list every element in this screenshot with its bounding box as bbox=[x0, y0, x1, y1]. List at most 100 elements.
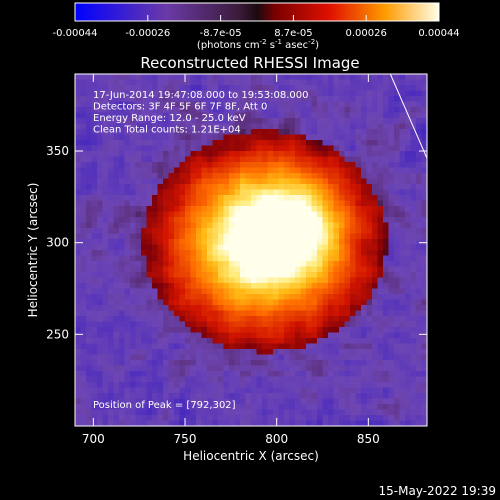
heatmap-cell bbox=[344, 173, 351, 179]
heatmap-cell bbox=[394, 211, 400, 218]
heatmap-cell bbox=[86, 162, 92, 168]
heatmap-cell bbox=[218, 338, 224, 344]
heatmap-cell bbox=[366, 178, 373, 185]
heatmap-cell bbox=[328, 156, 334, 163]
heatmap-cell bbox=[102, 79, 109, 86]
heatmap-cell bbox=[108, 178, 114, 185]
heatmap-cell bbox=[185, 266, 191, 273]
heatmap-cell bbox=[377, 299, 384, 306]
heatmap-cell bbox=[245, 316, 252, 322]
heatmap-cell bbox=[201, 129, 208, 135]
heatmap-cell bbox=[135, 349, 142, 355]
heatmap-cell bbox=[361, 129, 367, 135]
heatmap-cell bbox=[300, 112, 307, 119]
heatmap-cell bbox=[361, 321, 367, 328]
heatmap-cell bbox=[289, 387, 296, 394]
heatmap-cell bbox=[383, 250, 389, 256]
heatmap-cell bbox=[410, 178, 417, 185]
heatmap-cell bbox=[146, 112, 153, 119]
heatmap-cell bbox=[344, 250, 351, 256]
heatmap-cell bbox=[416, 162, 422, 168]
heatmap-cell bbox=[75, 107, 81, 113]
heatmap-cell bbox=[135, 338, 142, 344]
heatmap-cell bbox=[135, 90, 142, 97]
heatmap-cell bbox=[339, 211, 345, 218]
heatmap-cell bbox=[130, 255, 136, 262]
heatmap-cell bbox=[350, 272, 356, 278]
heatmap-cell bbox=[113, 123, 120, 130]
heatmap-cell bbox=[284, 74, 290, 80]
heatmap-cell bbox=[284, 184, 290, 190]
heatmap-cell bbox=[190, 156, 197, 163]
heatmap-cell bbox=[322, 85, 329, 91]
heatmap-cell bbox=[262, 343, 268, 350]
heatmap-cell bbox=[267, 211, 274, 218]
heatmap-cell bbox=[295, 283, 301, 289]
heatmap-cell bbox=[295, 305, 301, 311]
heatmap-cell bbox=[168, 129, 175, 135]
heatmap-cell bbox=[201, 332, 208, 339]
heatmap-cell bbox=[80, 79, 87, 86]
heatmap-cell bbox=[80, 338, 87, 344]
heatmap-cell bbox=[328, 250, 334, 256]
heatmap-cell bbox=[135, 118, 142, 124]
heatmap-cell bbox=[190, 189, 197, 196]
heatmap-cell bbox=[124, 162, 131, 168]
heatmap-cell bbox=[75, 332, 81, 339]
heatmap-cell bbox=[141, 178, 147, 185]
heatmap-cell bbox=[273, 398, 279, 405]
heatmap-cell bbox=[119, 107, 125, 113]
heatmap-cell bbox=[421, 129, 427, 135]
heatmap-cell bbox=[157, 118, 164, 124]
heatmap-cell bbox=[278, 360, 285, 366]
heatmap-cell bbox=[75, 228, 81, 234]
heatmap-cell bbox=[394, 206, 400, 212]
heatmap-cell bbox=[383, 101, 389, 108]
heatmap-cell bbox=[355, 299, 362, 306]
heatmap-cell bbox=[262, 145, 268, 152]
heatmap-cell bbox=[234, 299, 241, 306]
heatmap-cell bbox=[223, 343, 230, 350]
heatmap-cell bbox=[311, 107, 318, 113]
heatmap-cell bbox=[251, 332, 257, 339]
heatmap-cell bbox=[361, 107, 367, 113]
heatmap-cell bbox=[207, 250, 213, 256]
heatmap-cell bbox=[196, 354, 202, 361]
heatmap-cell bbox=[394, 85, 400, 91]
heatmap-cell bbox=[372, 162, 378, 168]
heatmap-cell bbox=[333, 134, 340, 141]
heatmap-cell bbox=[146, 398, 153, 405]
heatmap-cell bbox=[328, 244, 334, 251]
heatmap-cell bbox=[394, 387, 400, 394]
heatmap-cell bbox=[267, 228, 274, 234]
heatmap-cell bbox=[218, 387, 224, 394]
heatmap-cell bbox=[256, 123, 263, 130]
heatmap-cell bbox=[212, 173, 219, 179]
heatmap-cell bbox=[262, 310, 268, 317]
heatmap-cell bbox=[179, 222, 186, 229]
heatmap-cell bbox=[80, 134, 87, 141]
heatmap-cell bbox=[350, 189, 356, 196]
heatmap-cell bbox=[135, 327, 142, 333]
heatmap-cell bbox=[223, 85, 230, 91]
heatmap-cell bbox=[179, 151, 186, 157]
heatmap-cell bbox=[168, 310, 175, 317]
heatmap-cell bbox=[91, 178, 98, 185]
heatmap-cell bbox=[201, 140, 208, 146]
heatmap-cell bbox=[174, 107, 180, 113]
heatmap-cell bbox=[174, 129, 180, 135]
heatmap-cell bbox=[322, 365, 329, 372]
heatmap-cell bbox=[190, 184, 197, 190]
heatmap-cell bbox=[201, 101, 208, 108]
heatmap-cell bbox=[284, 101, 290, 108]
heatmap-cell bbox=[146, 321, 153, 328]
heatmap-cell bbox=[146, 118, 153, 124]
heatmap-cell bbox=[196, 327, 202, 333]
heatmap-cell bbox=[394, 107, 400, 113]
heatmap-cell bbox=[399, 79, 406, 86]
heatmap-cell bbox=[284, 360, 290, 366]
heatmap-cell bbox=[113, 233, 120, 240]
heatmap-cell bbox=[410, 283, 417, 289]
heatmap-cell bbox=[355, 371, 362, 377]
heatmap-cell bbox=[251, 327, 257, 333]
